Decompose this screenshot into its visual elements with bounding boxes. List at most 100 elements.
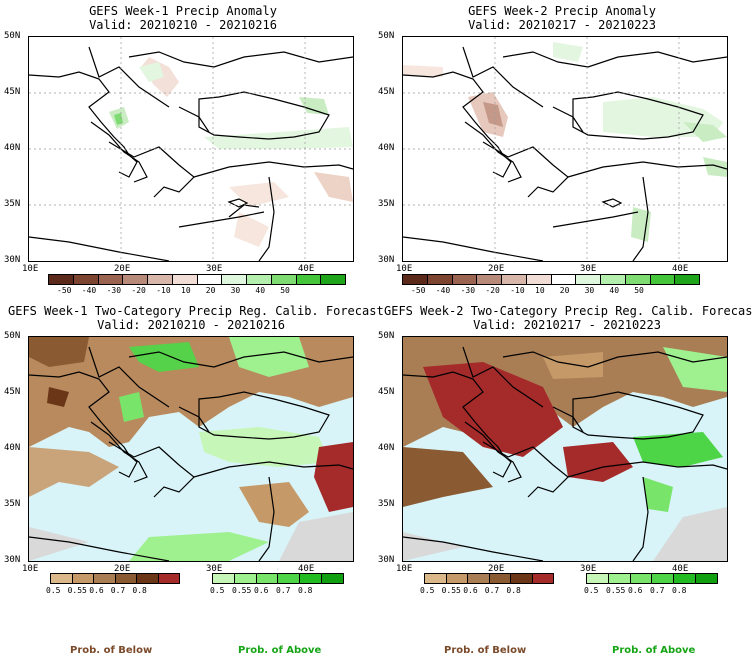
panel1-valid: Valid: 20210210 - 20210216 [89,18,277,32]
colorbar-tick-label: 0.5 [210,586,225,595]
lon-label: 10E [396,264,413,274]
colorbar-swatch [650,275,676,284]
lon-label: 30E [206,264,223,274]
colorbar-swatch [468,574,490,583]
lon-label: 30E [206,564,223,574]
panel3-valid: Valid: 20210210 - 20210216 [97,318,285,332]
colorbar-swatch [551,275,577,284]
map-week2-probability [402,336,728,562]
lon-label: 40E [672,564,689,574]
colorbar-swatch [322,574,343,583]
map-week2-anomaly [402,36,728,262]
colorbar-swatch [630,574,653,583]
colorbar-tick-label: 0.6 [628,586,643,595]
colorbar-swatch [427,275,453,284]
colorbar-tick-label: 20 [559,286,570,295]
map-week1-anomaly [28,36,354,262]
lon-label: 40E [298,564,315,574]
colorbar-swatch [425,574,447,583]
colorbar-swatch [98,275,124,284]
below-colorbar [50,573,180,584]
lat-label: 35N [378,499,395,509]
colorbar-tick-label: 0.8 [506,586,521,595]
lat-label: 30N [378,255,395,265]
colorbar-tick-label: -30 [106,286,122,295]
map-coastlines [403,46,727,261]
colorbar-swatch [94,574,116,583]
colorbar-swatch [213,574,235,583]
above-colorbar [586,573,718,584]
lon-label: 30E [580,264,597,274]
colorbar-tick-label: 0.55 [441,586,461,595]
colorbar-tick-label: 10 [535,286,545,295]
colorbar-swatch [674,574,697,583]
panel2-title: GEFS Week-2 Precip Anomaly [468,4,656,18]
lat-label: 30N [4,555,21,565]
colorbar-tick-label: -30 [460,286,476,295]
above-colorbar [212,573,344,584]
colorbar-tick-label: 0.8 [132,586,147,595]
colorbar-tick-label: 40 [609,286,620,295]
colorbar-swatch [477,275,502,284]
below-colorbar [424,573,554,584]
colorbar-swatch [222,275,247,284]
lat-label: 35N [4,199,21,209]
colorbar-swatch [158,574,179,583]
anomaly-shading [403,42,727,242]
colorbar-swatch [296,275,322,284]
map-coastlines [29,46,353,261]
lat-label: 35N [4,499,21,509]
prob-above-label: Prob. of Above [238,645,322,656]
colorbar-swatch [197,275,223,284]
colorbar-swatch [321,275,345,284]
colorbar-tick-label: 0.5 [584,586,599,595]
colorbar-swatch [73,275,99,284]
probability-shading [403,337,727,561]
panel4-valid: Valid: 20210217 - 20210223 [473,318,661,332]
lat-label: 50N [378,331,395,341]
colorbar-tick-label: 30 [230,286,241,295]
lon-label: 10E [396,564,413,574]
colorbar-swatch [137,574,159,583]
lat-label: 30N [378,555,395,565]
colorbar-swatch [278,574,301,583]
prob-above-label: Prob. of Above [612,645,696,656]
colorbar-tick-label: 0.55 [67,586,87,595]
colorbar-tick-label: -20 [131,286,146,295]
colorbar-tick-label: -20 [485,286,500,295]
colorbar-tick-label: 0.6 [463,586,478,595]
lat-label: 45N [4,87,21,97]
prob-below-label: Prob. of Below [70,645,153,656]
colorbar-swatch [696,574,717,583]
colorbar-swatch [446,574,468,583]
colorbar-swatch [532,574,553,583]
colorbar-tick-label: 50 [280,286,290,295]
colorbar-tick-label: 10 [181,286,191,295]
colorbar-tick-label: -50 [411,286,426,295]
colorbar-swatch [502,275,527,284]
prob-below-label: Prob. of Below [444,645,527,656]
colorbar-swatch [247,275,272,284]
colorbar-tick-label: 0.55 [232,586,252,595]
colorbar-swatch [489,574,511,583]
lon-label: 20E [114,264,131,274]
colorbar-swatch [234,574,257,583]
lon-label: 10E [22,264,39,274]
panel3-title: GEFS Week-1 Two-Category Precip Reg. Cal… [8,304,384,318]
anomaly-colorbar [48,274,346,285]
colorbar-swatch [271,275,297,284]
colorbar-swatch [526,275,552,284]
colorbar-tick-label: 0.7 [650,586,665,595]
colorbar-swatch [300,574,323,583]
colorbar-swatch [576,275,601,284]
colorbar-tick-label: -50 [57,286,72,295]
probability-shading [29,337,353,561]
colorbar-tick-label: 0.7 [484,586,500,595]
lat-label: 30N [4,255,21,265]
colorbar-swatch [587,574,609,583]
colorbar-swatch [511,574,533,583]
lon-label: 40E [672,264,689,274]
panel4-title: GEFS Week-2 Two-Category Precip Reg. Cal… [384,304,752,318]
lat-label: 40N [4,443,21,453]
colorbar-swatch [51,574,73,583]
